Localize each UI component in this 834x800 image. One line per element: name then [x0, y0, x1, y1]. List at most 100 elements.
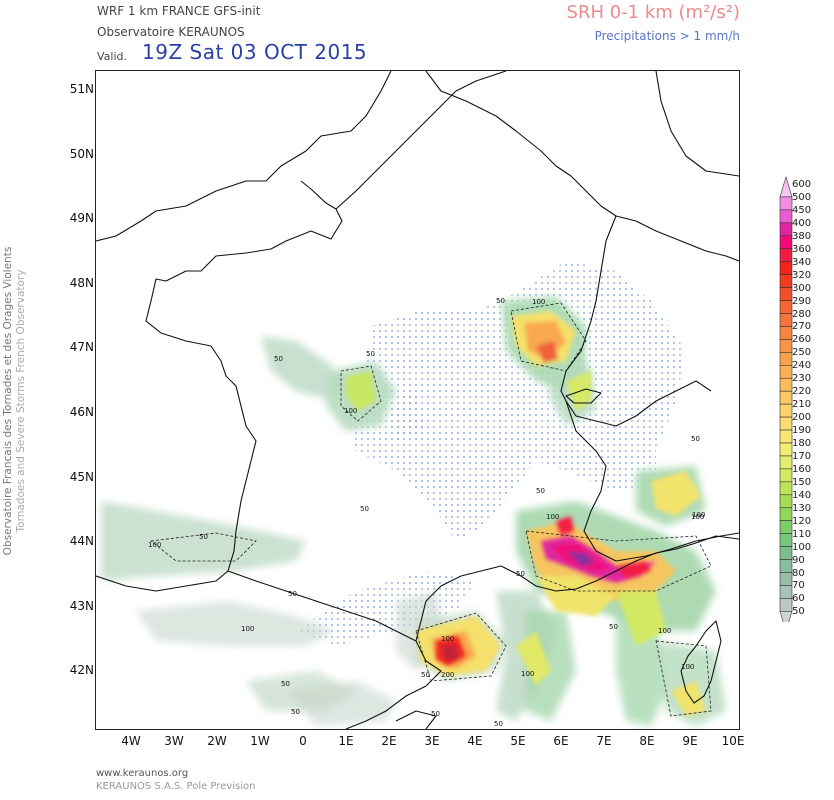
colorbar-label: 160: [792, 463, 812, 475]
colorbar-swatch: [779, 598, 793, 612]
contour-label: 50: [274, 355, 283, 363]
colorbar-label: 220: [792, 386, 812, 398]
lon-label: 5E: [510, 734, 526, 748]
lat-label: 50N: [69, 147, 94, 161]
colorbar-label: 210: [792, 399, 812, 411]
contour-label: 50: [496, 297, 505, 305]
lat-label: 46N: [69, 405, 94, 419]
lat-label: 45N: [69, 470, 94, 484]
contours-50: [150, 302, 712, 717]
lat-label: 51N: [69, 82, 94, 96]
colorbar-swatch: [779, 468, 793, 483]
colorbar-label: 240: [792, 360, 812, 372]
colorbar-swatch: [779, 403, 793, 418]
contour-label: 50: [360, 505, 369, 513]
lon-label: 1E: [338, 734, 354, 748]
colorbar-swatch: [779, 429, 793, 444]
colorbar-swatch: [779, 481, 793, 496]
colorbar-swatch: [779, 390, 793, 405]
lon-label: 3E: [424, 734, 440, 748]
lon-label: 2W: [207, 734, 227, 748]
colorbar-swatch: [779, 222, 793, 237]
footer-url: www.keraunos.org: [96, 768, 189, 779]
contour-label: 50: [291, 708, 300, 716]
colorbar-swatch: [779, 416, 793, 431]
lon-label: 8E: [639, 734, 655, 748]
contour-label: 50: [288, 590, 297, 598]
colorbar-label: 70: [792, 580, 805, 592]
colorbar-swatch: [779, 533, 793, 547]
colorbar-swatch: [779, 326, 793, 340]
colorbar-swatch: [779, 365, 793, 379]
colorbar-swatch: [779, 585, 793, 599]
colorbar-swatch: [779, 235, 793, 250]
lat-label: 43N: [69, 599, 94, 613]
field-title: SRH 0-1 km (m²/s²): [566, 2, 740, 23]
colorbar-label: 100: [792, 541, 812, 553]
colorbar-swatch: [779, 559, 793, 573]
colorbar-swatch: [779, 248, 793, 262]
colorbar-label: 80: [792, 567, 805, 579]
side-credit-en: Tornadoes and Severe Storms French Obser…: [15, 269, 27, 533]
colorbar-label: 170: [792, 450, 812, 462]
contour-label: 50: [421, 671, 430, 679]
colorbar-swatch: [779, 377, 793, 392]
colorbar-label: 200: [792, 412, 812, 424]
colorbar: [779, 176, 793, 622]
side-credit: Observatoire Francais des Tornades et de…: [2, 196, 28, 606]
colorbar-label: 500: [792, 191, 812, 203]
colorbar-swatch: [779, 572, 793, 586]
colorbar-swatch: [779, 494, 793, 509]
colorbar-label: 50: [792, 606, 805, 618]
colorbar-label: 120: [792, 515, 812, 527]
lon-label: 6E: [553, 734, 569, 748]
contour-label: 100: [692, 511, 705, 519]
colorbar-swatch: [779, 455, 793, 470]
observatory-title: Observatoire KERAUNOS: [97, 25, 245, 39]
contour-label: 100: [691, 513, 704, 521]
colorbar-label: 290: [792, 295, 812, 307]
contour-label: 50: [516, 570, 525, 578]
lon-label: 10E: [721, 734, 745, 748]
contour-labels: 50 100 50 50 100 50 100 50 100 50 100 50…: [148, 297, 705, 728]
colorbar-label: 320: [792, 269, 812, 281]
lon-label: 0: [299, 734, 307, 748]
contour-label: 50: [281, 680, 290, 688]
contour-label: 50: [536, 487, 545, 495]
contour-label: 50: [691, 435, 700, 443]
contour-label: 100: [344, 407, 357, 415]
contour-label: 100: [546, 513, 559, 521]
contour-label: 50: [431, 710, 440, 718]
contour-label: 100: [148, 541, 161, 549]
srh-shading: [101, 296, 726, 726]
precipitation-dots: [296, 261, 686, 646]
model-title: WRF 1 km FRANCE GFS-init: [97, 4, 261, 18]
colorbar-swatch: [779, 209, 793, 224]
colorbar-swatch: [779, 196, 793, 211]
lon-label: 1W: [250, 734, 270, 748]
contour-label: 100: [441, 635, 454, 643]
colorbar-label: 260: [792, 334, 812, 346]
colorbar-swatch: [779, 520, 793, 534]
colorbar-swatch: [779, 300, 793, 314]
contour-label: 100: [241, 625, 254, 633]
colorbar-label: 300: [792, 282, 812, 294]
contour-label: 100: [521, 670, 534, 678]
lon-label: 2E: [381, 734, 397, 748]
lon-label: 4E: [467, 734, 483, 748]
lat-label: 49N: [69, 211, 94, 225]
colorbar-label: 60: [792, 593, 805, 605]
colorbar-swatch: [779, 176, 793, 198]
contour-label: 100: [532, 298, 545, 306]
colorbar-label: 180: [792, 438, 812, 449]
colorbar-label: 280: [792, 308, 812, 320]
weather-map: 50 100 50 50 100 50 100 50 100 50 100 50…: [96, 71, 739, 729]
valid-time: 19Z Sat 03 OCT 2015: [142, 40, 368, 64]
colorbar-label: 380: [792, 230, 812, 242]
contour-label: 50: [609, 623, 618, 631]
map-panel: 50 100 50 50 100 50 100 50 100 50 100 50…: [95, 70, 740, 730]
colorbar-label: 230: [792, 373, 812, 385]
contour-label: 200: [441, 671, 454, 679]
precip-note: Precipitations > 1 mm/h: [594, 29, 740, 43]
colorbar-label: 110: [792, 528, 812, 540]
